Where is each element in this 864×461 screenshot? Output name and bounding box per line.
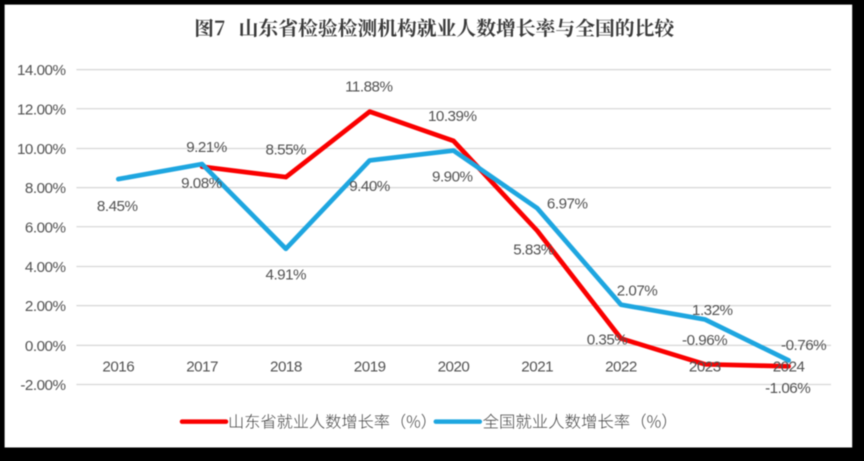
svg-text:11.88%: 11.88% [345,79,392,96]
svg-text:6.00%: 6.00% [25,219,66,236]
svg-text:2019: 2019 [354,359,386,376]
svg-text:2.00%: 2.00% [25,298,66,315]
svg-text:14.00%: 14.00% [17,62,66,79]
svg-text:6.97%: 6.97% [547,196,588,213]
svg-text:5.83%: 5.83% [513,242,554,259]
svg-text:9.90%: 9.90% [432,168,473,185]
svg-text:9.21%: 9.21% [186,139,227,156]
svg-text:0.35%: 0.35% [587,331,628,348]
svg-text:2023: 2023 [689,359,721,376]
svg-text:2.07%: 2.07% [617,283,658,300]
svg-text:1.32%: 1.32% [692,302,733,319]
svg-text:2020: 2020 [438,359,470,376]
svg-text:8.55%: 8.55% [266,142,307,159]
svg-text:9.40%: 9.40% [349,178,390,195]
svg-text:-1.06%: -1.06% [765,380,810,397]
svg-text:12.00%: 12.00% [17,101,66,118]
svg-text:-0.96%: -0.96% [682,332,727,349]
svg-text:0.00%: 0.00% [25,338,66,355]
svg-text:2024: 2024 [773,359,805,376]
svg-text:4.00%: 4.00% [25,259,66,276]
svg-text:-2.00%: -2.00% [20,377,65,394]
svg-text:2018: 2018 [270,359,302,376]
svg-text:4.91%: 4.91% [266,266,307,283]
svg-text:2016: 2016 [102,359,134,376]
svg-text:-0.76%: -0.76% [781,337,826,354]
svg-text:2017: 2017 [186,359,218,376]
svg-text:10.39%: 10.39% [428,108,477,125]
svg-text:8.00%: 8.00% [25,180,66,197]
svg-text:8.45%: 8.45% [97,198,138,215]
svg-text:9.08%: 9.08% [181,175,222,192]
svg-text:2022: 2022 [605,359,637,376]
svg-text:2021: 2021 [521,359,553,376]
svg-text:10.00%: 10.00% [17,141,66,158]
